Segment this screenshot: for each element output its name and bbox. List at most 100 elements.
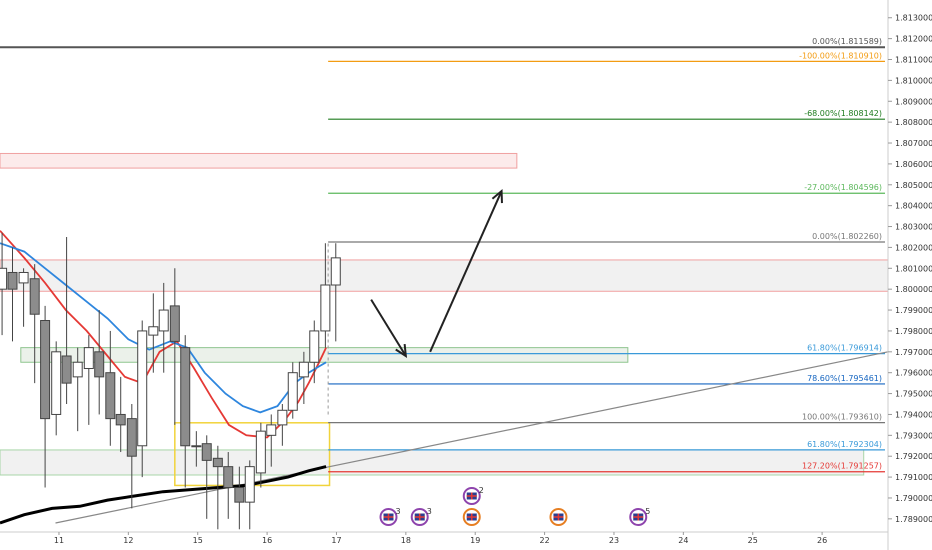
fib-level-label: 0.00%(1.802260) [812, 232, 882, 241]
arrow-up-leg [429, 190, 503, 353]
price-tick-label: 1.802000 [895, 243, 932, 252]
candle-body [94, 351, 105, 378]
price-tick-label: 1.813000 [895, 14, 932, 23]
candle-body [255, 430, 266, 474]
time-tick-label: 12 [123, 536, 133, 545]
economic-event-flag-icon[interactable]: 2 [462, 486, 484, 505]
price-tick-label: 1.793000 [895, 431, 932, 440]
trendline [55, 351, 889, 524]
zone-box [0, 449, 865, 476]
event-count: 3 [427, 507, 432, 516]
candle [298, 351, 309, 405]
fib-level-label: -27.00%(1.804596) [804, 183, 882, 192]
candle-body [320, 284, 331, 332]
time-tick-label: 18 [401, 536, 411, 545]
price-axis[interactable]: 1.789000 1.790000 1.791000 1.792000 1.793000… [887, 0, 932, 550]
projection-arrow-layer [370, 188, 503, 358]
candle-body [223, 466, 234, 489]
time-tick-label: 25 [748, 536, 758, 545]
arrow-down-leg [370, 299, 407, 357]
candle [18, 268, 29, 327]
economic-event-flag-icon[interactable] [549, 508, 568, 526]
economic-event-flag-icon[interactable] [462, 508, 481, 526]
economic-event-flag-icon[interactable]: 3 [410, 507, 432, 526]
event-count: 5 [645, 507, 650, 516]
fib-levels-layer: 0.00%(1.811589) -100.00%(1.810910) -68.00%… [0, 37, 885, 473]
price-tick-label: 1.810000 [895, 76, 932, 85]
candle-body [158, 309, 169, 332]
price-tick-label: 1.800000 [895, 285, 932, 294]
candle-body [137, 330, 148, 447]
time-tick-label: 15 [193, 536, 203, 545]
time-axis[interactable]: 11 12 15 16 17 18 19 22 23 24 25 26 [0, 531, 888, 545]
candle-body [201, 443, 212, 461]
fib-level-label: 100.00%(1.793610) [802, 413, 882, 422]
event-count: 3 [396, 507, 401, 516]
candle-body [148, 326, 159, 336]
zone-box [0, 259, 889, 292]
candle-body [51, 351, 62, 415]
price-tick-label: 1.799000 [895, 306, 932, 315]
price-tick-label: 1.803000 [895, 223, 932, 232]
event-markers-layer[interactable]: 3 3 2 5 [379, 486, 651, 526]
candle-body [7, 271, 18, 290]
candle-body [277, 409, 288, 426]
fib-level-label: -68.00%(1.808142) [804, 109, 882, 118]
fib-level-label: 78.60%(1.795461) [807, 374, 882, 383]
candle [201, 435, 212, 519]
price-tick-label: 1.805000 [895, 181, 932, 190]
candle [158, 282, 169, 373]
candle [169, 268, 180, 425]
price-tick-label: 1.801000 [895, 264, 932, 273]
candle-body [309, 330, 320, 363]
candle [72, 347, 83, 432]
price-tick-label: 1.790000 [895, 494, 932, 503]
candle [234, 466, 245, 530]
price-tick-label: 1.812000 [895, 35, 932, 44]
candle-body [105, 372, 116, 420]
candle [309, 320, 320, 384]
price-tick-label: 1.794000 [895, 410, 932, 419]
fib-level-label: -100.00%(1.810910) [799, 51, 882, 60]
time-tick-label: 26 [817, 536, 827, 545]
price-tick-label: 1.804000 [895, 202, 932, 211]
candle [320, 243, 331, 348]
price-tick-label: 1.796000 [895, 369, 932, 378]
fib-level-label: 127.20%(1.791257) [802, 462, 882, 471]
candle [180, 335, 191, 488]
price-tick-label: 1.795000 [895, 390, 932, 399]
candle [29, 264, 40, 384]
economic-event-flag-icon[interactable]: 5 [629, 507, 650, 526]
candle [137, 320, 148, 478]
candle-body [191, 445, 202, 448]
candle [266, 414, 277, 467]
candle [51, 341, 62, 436]
candle [212, 445, 223, 530]
candle [191, 431, 202, 467]
candle [83, 335, 94, 425]
candle [277, 404, 288, 446]
candle [7, 247, 18, 342]
price-tick-label: 1.798000 [895, 327, 932, 336]
price-tick-label: 1.789000 [895, 515, 932, 524]
candle-body [169, 305, 180, 342]
candle [115, 376, 126, 453]
fib-level-label: 61.80%(1.792304) [807, 440, 882, 449]
time-tick-label: 17 [331, 536, 341, 545]
candle [0, 232, 8, 336]
zones-layer [0, 152, 889, 487]
price-tick-label: 1.792000 [895, 452, 932, 461]
time-tick-label: 11 [54, 536, 64, 545]
price-tick-label: 1.808000 [895, 118, 932, 127]
price-tick-label: 1.809000 [895, 97, 932, 106]
candle-body [29, 278, 40, 315]
candle-body [40, 319, 51, 420]
fib-level-label: 0.00%(1.811589) [812, 37, 882, 46]
candle-body [0, 267, 8, 290]
candle-body [61, 355, 72, 384]
candle-body [212, 457, 223, 468]
time-tick-label: 16 [262, 536, 272, 545]
economic-event-flag-icon[interactable]: 3 [379, 507, 401, 526]
